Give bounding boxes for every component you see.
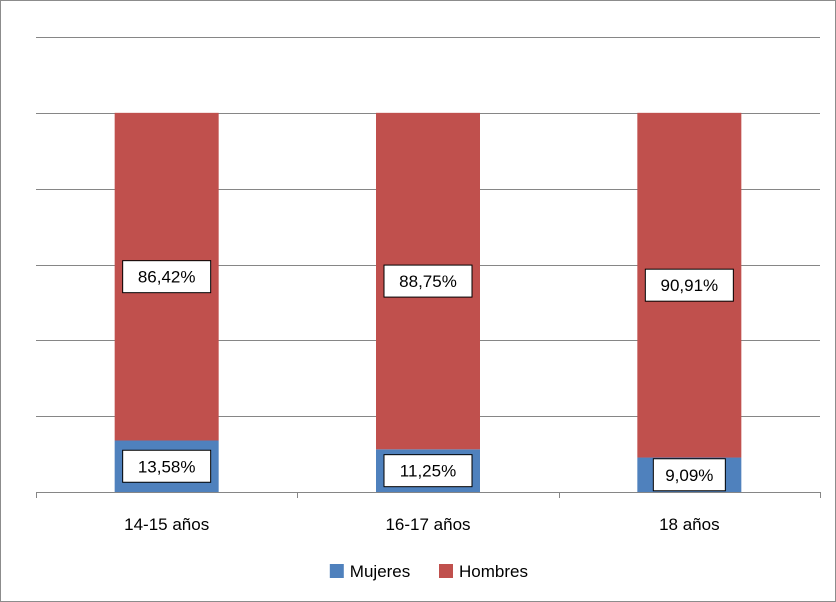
x-tick-label: 18 años <box>659 515 720 534</box>
data-label-hombres-2: 88,75% <box>399 272 457 291</box>
x-tick-label: 14-15 años <box>124 515 209 534</box>
data-label-box <box>122 449 212 483</box>
data-label-box <box>644 268 734 302</box>
data-label-box <box>122 260 212 294</box>
legend-swatch-mujeres <box>329 564 344 578</box>
x-axis: 14-15 años 16-17 años 18 años <box>36 492 821 534</box>
data-label-mujeres-1: 13,58% <box>138 457 196 476</box>
bars <box>114 112 742 492</box>
legend-label-hombres: Hombres <box>459 562 528 581</box>
data-label-mujeres-3: 9,09% <box>665 466 713 485</box>
data-label-box <box>383 454 473 488</box>
legend: Mujeres Hombres <box>329 562 528 581</box>
data-label-hombres-1: 86,42% <box>138 268 196 287</box>
data-label-box <box>383 264 473 298</box>
data-label-box <box>652 458 726 492</box>
x-tick-label: 16-17 años <box>385 515 470 534</box>
data-label-mujeres-2: 11,25% <box>400 462 456 481</box>
legend-swatch-hombres <box>439 564 453 578</box>
legend-label-mujeres: Mujeres <box>350 562 410 581</box>
data-labels: 13,58% 86,42% 11,25% 88,75% 9,09% 90,91% <box>122 260 734 492</box>
data-label-hombres-3: 90,91% <box>660 276 718 295</box>
